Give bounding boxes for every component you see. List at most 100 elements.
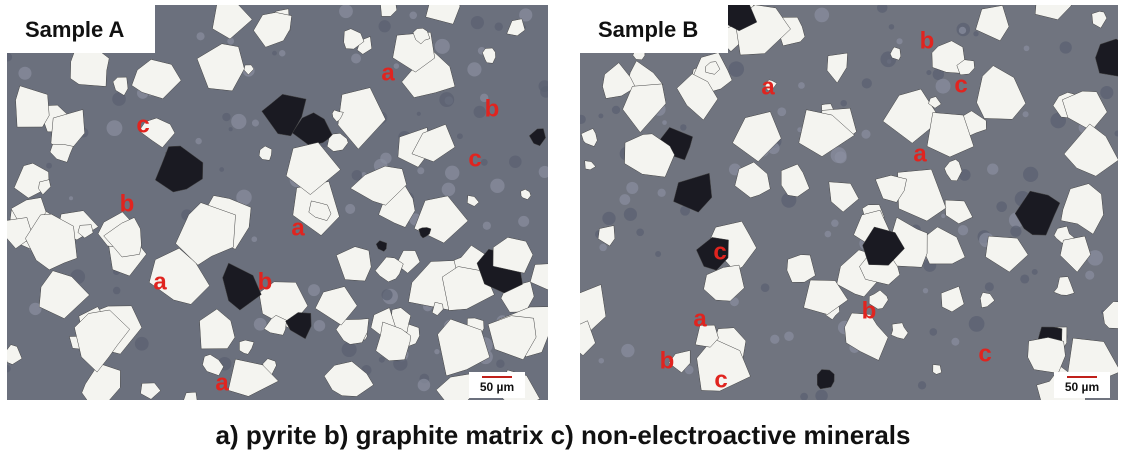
pyrite-grain (932, 364, 942, 375)
caption: a) pyrite b) graphite matrix c) non-elec… (216, 420, 911, 450)
pyrite-grain (868, 289, 889, 310)
region-label: a (291, 214, 305, 241)
pyrite-grain (676, 73, 719, 121)
pyrite-grain (844, 312, 889, 361)
texture (416, 111, 421, 116)
dark-grain (528, 128, 546, 147)
pyrite-grain (890, 322, 909, 340)
texture (834, 151, 847, 164)
pyrite-grain (380, 5, 398, 17)
texture (602, 211, 616, 226)
texture (378, 20, 391, 33)
texture (490, 178, 505, 194)
texture (987, 163, 999, 175)
pyrite-grain (253, 12, 292, 48)
micrograph-b (580, 5, 1118, 400)
texture (538, 80, 548, 93)
texture (339, 5, 353, 19)
texture (1114, 130, 1118, 137)
pyrite-grain (131, 59, 182, 99)
texture (781, 192, 797, 208)
region-label: b (660, 347, 675, 374)
pyrite-grain (506, 18, 526, 37)
pyrite-grain (308, 200, 332, 221)
texture (496, 359, 505, 369)
texture (46, 162, 52, 169)
texture (784, 331, 794, 342)
texture (598, 357, 605, 364)
texture (272, 50, 277, 56)
pyrite-grain (467, 195, 480, 207)
texture (417, 378, 431, 392)
texture (518, 215, 530, 227)
pyrite-grain (395, 250, 421, 274)
texture (598, 113, 604, 119)
texture (662, 120, 667, 125)
pyrite-grain (492, 237, 534, 274)
texture (896, 38, 903, 45)
dark-grain (816, 369, 835, 390)
region-label: a (381, 59, 395, 86)
pyrite-grain (875, 175, 907, 203)
texture (968, 316, 985, 332)
region-label: b (120, 190, 135, 217)
texture (599, 243, 607, 252)
texture (351, 170, 363, 181)
pyrite-grain (944, 159, 963, 182)
pyrite-grain (212, 5, 253, 40)
texture (932, 68, 945, 81)
pyrite-grain (584, 160, 597, 171)
texture (888, 24, 895, 30)
pyrite-grain (243, 64, 255, 76)
pyrite-grain (696, 338, 751, 392)
pyrite-grain (487, 315, 537, 361)
texture (393, 63, 400, 69)
pyrite-grain (175, 202, 236, 266)
title-box (580, 5, 728, 53)
region-label: b (862, 297, 877, 324)
texture (470, 15, 484, 30)
region-label: c (713, 238, 726, 265)
texture (341, 342, 357, 358)
texture (815, 389, 828, 400)
texture (251, 236, 258, 243)
pyrite-grain (1059, 235, 1091, 273)
dark-grain (285, 312, 312, 340)
texture (684, 365, 694, 375)
pyrite-grain (482, 47, 496, 64)
texture (345, 203, 356, 214)
pyrite-grain (928, 96, 942, 109)
pyrite-grain (38, 270, 90, 319)
texture (770, 334, 780, 344)
texture (861, 129, 871, 139)
region-label: a (913, 140, 927, 167)
region-label: a (761, 73, 775, 100)
texture (439, 92, 455, 108)
texture (831, 219, 839, 227)
pyrite-grain (323, 361, 374, 397)
pyrite-grain (597, 225, 616, 247)
region-label: c (468, 145, 481, 172)
texture (409, 11, 418, 20)
pyrite-grain (1091, 11, 1108, 29)
pyrite-grain (285, 142, 341, 195)
texture (313, 319, 326, 332)
texture (456, 133, 463, 140)
pyrite-grain (622, 83, 667, 133)
texture (112, 92, 126, 106)
texture (441, 182, 456, 197)
texture (106, 120, 123, 137)
pyrite-grain (889, 46, 902, 61)
pyrite-grain (529, 263, 548, 290)
pyrite-grain (703, 264, 745, 302)
texture (519, 8, 533, 22)
pyrite-grain (70, 43, 110, 87)
texture (797, 127, 803, 133)
pyrite-grain (77, 224, 94, 239)
texture (417, 167, 425, 175)
pyrite-grain (985, 235, 1029, 273)
texture (984, 282, 994, 292)
texture (381, 289, 393, 301)
pyrite-grain (343, 28, 365, 50)
